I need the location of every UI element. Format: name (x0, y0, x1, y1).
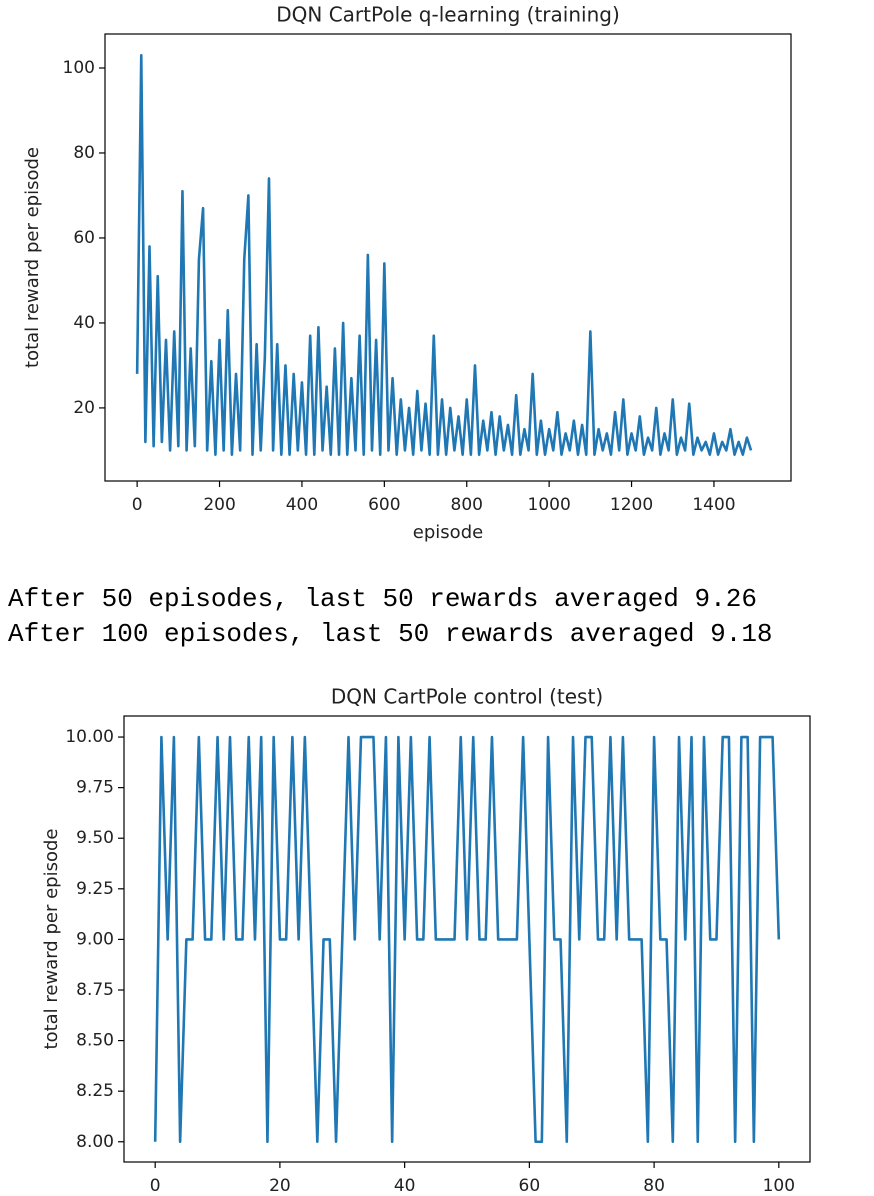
y-axis-label: total reward per episode (22, 147, 43, 368)
y-axis-label: total reward per episode (41, 829, 62, 1050)
y-tick-label: 8.25 (76, 1081, 114, 1101)
x-tick-label: 200 (203, 495, 235, 515)
x-tick-label: 1200 (610, 495, 653, 515)
x-tick-label: 0 (132, 495, 143, 515)
x-tick-label: 100 (763, 1176, 795, 1196)
data-line (153, 735, 781, 1144)
y-tick-label: 60 (73, 228, 95, 248)
y-tick-label: 8.50 (76, 1031, 114, 1051)
y-tick-label: 20 (73, 398, 95, 418)
y-tick-label: 100 (63, 58, 95, 78)
x-tick-label: 0 (150, 1176, 161, 1196)
data-line (135, 53, 753, 456)
x-tick-label: 400 (286, 495, 318, 515)
chart-title: DQN CartPole control (test) (331, 685, 603, 709)
y-tick-label: 9.25 (76, 879, 114, 899)
y-tick-label: 9.00 (76, 929, 114, 949)
y-tick-label: 80 (73, 143, 95, 163)
x-tick-label: 1000 (528, 495, 571, 515)
x-axis-label: episode (413, 522, 483, 543)
x-tick-label: 1400 (692, 495, 735, 515)
x-tick-label: 20 (269, 1176, 291, 1196)
x-tick-label: 40 (394, 1176, 416, 1196)
plot-frame (123, 715, 811, 1163)
y-tick-label: 8.75 (76, 980, 114, 1000)
y-tick-label: 10.00 (65, 727, 114, 747)
chart-title: DQN CartPole q-learning (training) (276, 3, 620, 27)
y-tick-label: 40 (73, 313, 95, 333)
y-tick-label: 9.75 (76, 778, 114, 798)
x-tick-label: 600 (368, 495, 400, 515)
x-tick-label: 80 (643, 1176, 665, 1196)
x-tick-label: 800 (451, 495, 483, 515)
output-line: After 100 episodes, last 50 rewards aver… (8, 619, 773, 649)
y-tick-label: 9.50 (76, 828, 114, 848)
plot-frame (104, 33, 792, 482)
y-tick-label: 8.00 (76, 1132, 114, 1152)
x-tick-label: 60 (519, 1176, 541, 1196)
output-line: After 50 episodes, last 50 rewards avera… (8, 584, 757, 614)
